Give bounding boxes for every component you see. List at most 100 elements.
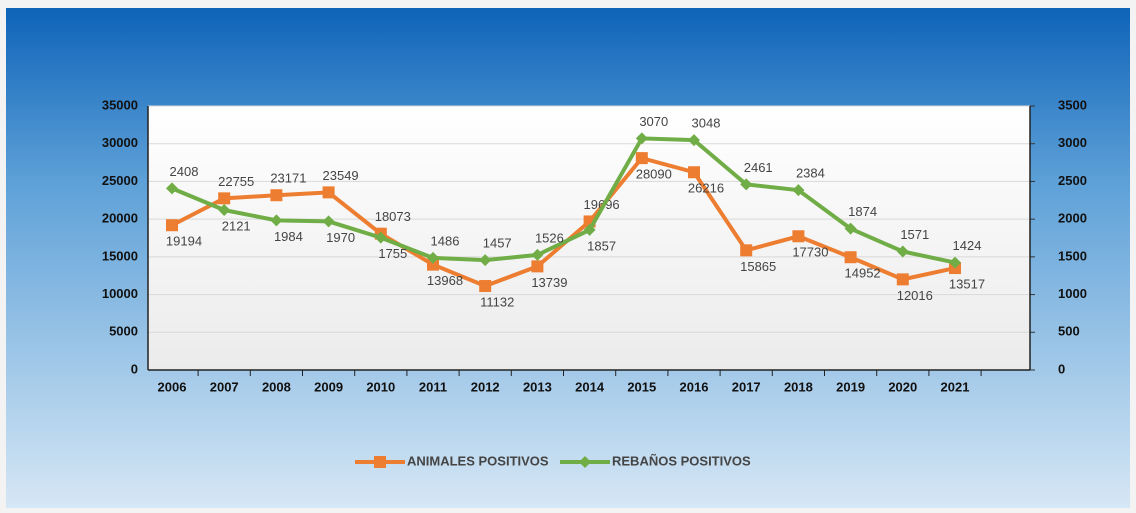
data-label: 19194	[166, 234, 202, 249]
x-tick-label: 2009	[314, 379, 343, 394]
y-tick-label: 5000	[109, 324, 138, 339]
data-label: 23171	[270, 171, 306, 186]
y2-tick-label: 3000	[1058, 135, 1087, 150]
data-label: 1857	[587, 238, 616, 253]
legend-label: REBAÑOS POSITIVOS	[612, 453, 751, 468]
marker	[427, 251, 439, 264]
x-tick-label: 2021	[941, 379, 970, 394]
data-label: 1571	[900, 227, 929, 242]
x-tick-label: 2020	[888, 379, 917, 394]
marker	[635, 132, 648, 145]
y2-tick-label: 1000	[1058, 286, 1087, 301]
marker	[270, 189, 283, 202]
data-label: 3048	[692, 116, 721, 131]
marker	[740, 244, 753, 257]
legend-label: ANIMALES POSITIVOS	[407, 453, 549, 468]
data-label: 22755	[218, 174, 254, 189]
y2-tick-label: 3500	[1058, 97, 1087, 112]
y-tick-label: 35000	[102, 97, 138, 112]
legend-marker	[374, 456, 386, 468]
data-label: 1755	[378, 246, 407, 261]
plot-area	[148, 106, 1030, 370]
y-tick-label: 10000	[102, 286, 138, 301]
x-tick-label: 2016	[680, 379, 709, 394]
data-label: 3070	[639, 114, 668, 129]
marker	[844, 222, 857, 235]
series-line	[171, 136, 956, 265]
x-tick-label: 2014	[575, 379, 605, 394]
marker	[792, 230, 805, 243]
data-label: 13739	[531, 275, 567, 290]
data-label: 1457	[483, 236, 512, 251]
marker	[218, 204, 231, 217]
marker	[949, 256, 961, 269]
data-label: 1984	[274, 229, 303, 244]
x-tick-label: 2006	[158, 379, 187, 394]
x-tick-label: 2011	[419, 379, 447, 394]
x-tick-label: 2013	[523, 379, 552, 394]
marker	[166, 182, 178, 195]
marker	[322, 215, 335, 228]
data-label: 18073	[375, 209, 411, 224]
data-label: 12016	[897, 288, 933, 303]
data-label: 1424	[953, 238, 982, 253]
data-label: 14952	[845, 266, 881, 281]
y-tick-label: 0	[131, 361, 138, 376]
x-tick-label: 2007	[210, 379, 239, 394]
marker	[218, 192, 231, 205]
marker	[322, 186, 335, 199]
data-label: 2408	[170, 164, 199, 179]
marker	[531, 260, 544, 273]
data-label: 2384	[796, 166, 825, 181]
marker	[531, 248, 544, 261]
marker	[270, 214, 283, 227]
y-tick-label: 15000	[102, 248, 138, 263]
legend-marker	[579, 456, 591, 468]
x-tick-label: 2017	[732, 379, 761, 394]
data-label: 13517	[949, 276, 985, 291]
y2-tick-label: 0	[1058, 361, 1065, 376]
data-label: 1874	[848, 204, 877, 219]
y2-tick-label: 2500	[1058, 173, 1087, 188]
y2-tick-label: 2000	[1058, 211, 1087, 226]
y-tick-label: 25000	[102, 173, 138, 188]
data-label: 23549	[323, 168, 359, 183]
x-tick-label: 2012	[471, 379, 500, 394]
data-label: 2121	[222, 218, 251, 233]
marker	[896, 273, 909, 286]
marker	[896, 245, 909, 258]
x-tick-label: 2008	[262, 379, 291, 394]
y-tick-label: 20000	[102, 211, 138, 226]
y-tick-label: 30000	[102, 135, 138, 150]
marker	[740, 178, 753, 191]
x-tick-label: 2010	[366, 379, 395, 394]
data-label: 19696	[584, 197, 620, 212]
marker	[166, 219, 178, 232]
data-label: 28090	[636, 167, 672, 182]
marker	[635, 152, 648, 165]
data-label: 1970	[326, 230, 355, 245]
data-label: 26216	[688, 181, 724, 196]
data-label: 15865	[740, 259, 776, 274]
x-tick-label: 2018	[784, 379, 813, 394]
data-label: 2461	[744, 160, 773, 175]
data-label: 11132	[480, 294, 514, 309]
data-label: 1486	[431, 233, 460, 248]
marker	[583, 223, 596, 236]
marker	[688, 166, 700, 179]
marker	[427, 258, 439, 271]
data-label: 17730	[792, 245, 828, 260]
marker	[792, 184, 805, 197]
x-tick-label: 2015	[627, 379, 656, 394]
marker	[844, 251, 857, 264]
x-tick-label: 2019	[836, 379, 865, 394]
data-label: 13968	[427, 273, 463, 288]
data-label: 1526	[535, 230, 564, 245]
marker	[479, 280, 492, 293]
y2-tick-label: 500	[1058, 324, 1080, 339]
y2-tick-label: 1500	[1058, 248, 1087, 263]
marker	[479, 254, 492, 267]
marker	[374, 231, 387, 244]
marker	[688, 134, 700, 147]
